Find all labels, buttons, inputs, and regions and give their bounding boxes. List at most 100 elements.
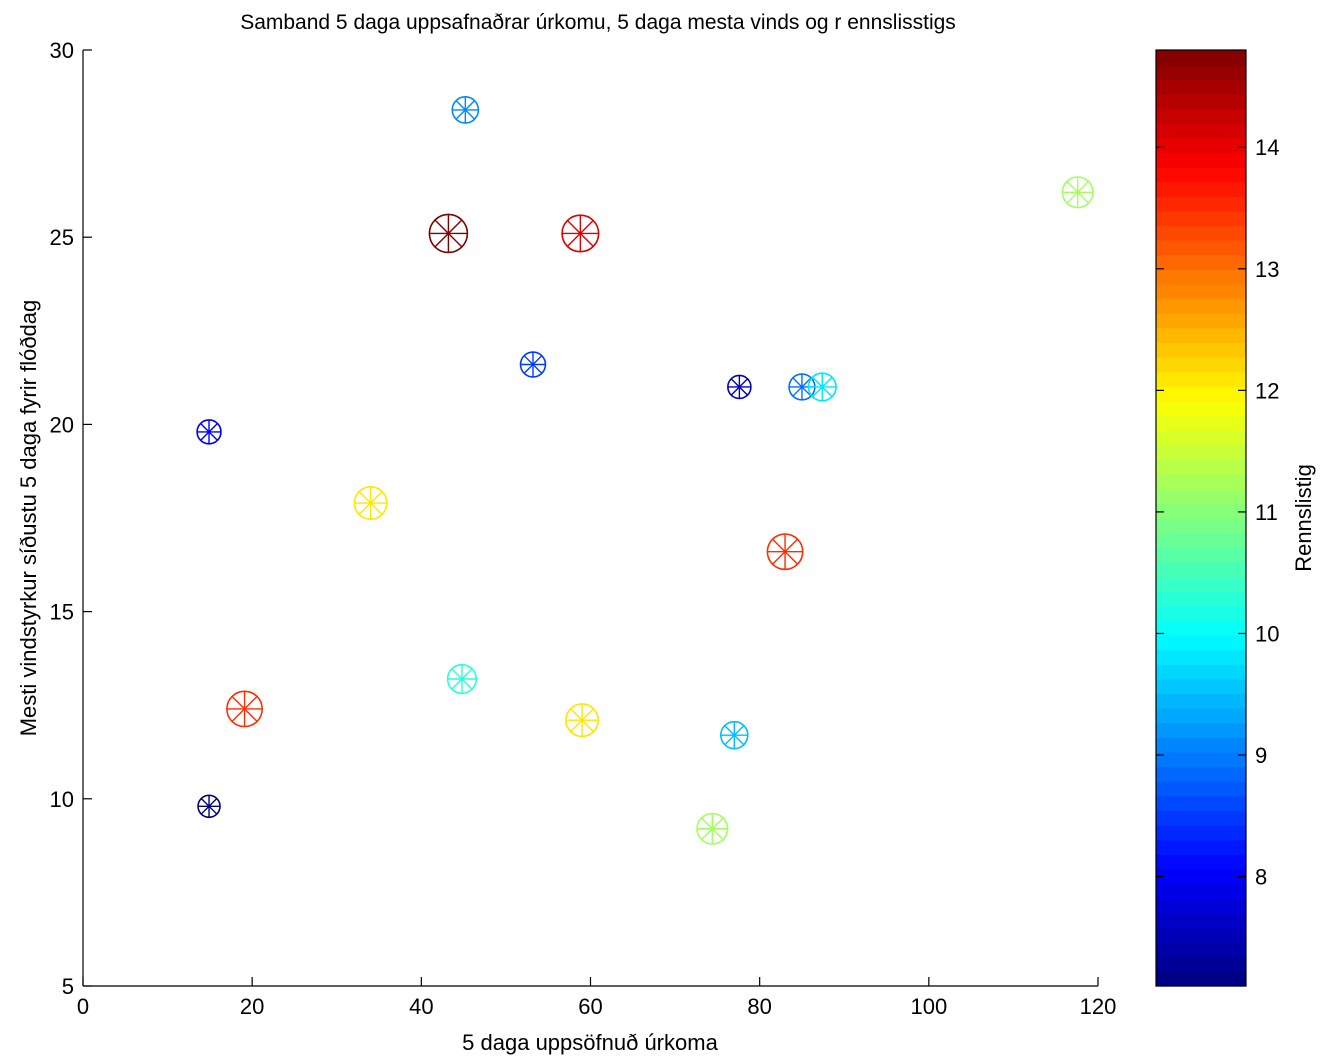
colorbar-band — [1156, 79, 1246, 95]
colorbar-band — [1156, 854, 1246, 870]
data-point-asterisk — [358, 491, 383, 515]
colorbar-band — [1156, 210, 1246, 227]
colorbar-band — [1156, 269, 1246, 285]
data-point — [519, 351, 547, 378]
colorbar-band — [1156, 956, 1246, 972]
colorbar-band — [1156, 298, 1246, 314]
colorbar-band — [1156, 313, 1246, 329]
colorbar-band — [1156, 942, 1246, 958]
y-tick-label: 30 — [50, 38, 74, 63]
data-point-asterisk — [523, 355, 543, 374]
colorbar-tick-label: 10 — [1255, 621, 1279, 646]
data-point — [561, 214, 600, 253]
data-point — [446, 663, 478, 695]
colorbar-band — [1156, 576, 1246, 592]
colorbar-tick-label: 8 — [1255, 865, 1267, 890]
x-tick-label: 60 — [578, 994, 602, 1019]
colorbar-band — [1156, 167, 1246, 183]
data-point-asterisk — [792, 377, 812, 397]
data-point-asterisk — [200, 422, 218, 441]
colorbar-band — [1156, 137, 1246, 153]
y-tick-label: 15 — [50, 600, 74, 625]
data-point — [226, 690, 264, 728]
colorbar-band — [1156, 810, 1246, 826]
data-point — [696, 812, 729, 845]
data-point-asterisk — [772, 538, 799, 565]
data-point-asterisk — [566, 220, 594, 247]
data-point-asterisk — [724, 725, 745, 746]
data-point-asterisk — [570, 708, 594, 733]
colorbar-band — [1156, 591, 1246, 607]
colorbar-band — [1156, 722, 1246, 738]
data-point-asterisk — [451, 668, 473, 690]
data-point-asterisk — [730, 378, 749, 396]
data-point — [197, 794, 221, 819]
data-point-asterisk — [701, 817, 724, 841]
colorbar-band — [1156, 284, 1246, 300]
colorbar-band — [1156, 927, 1246, 943]
colorbar-band — [1156, 708, 1246, 724]
colorbar-band — [1156, 898, 1246, 914]
colorbar-band — [1156, 825, 1246, 841]
colorbar-band — [1156, 181, 1246, 197]
colorbar-band — [1156, 357, 1246, 373]
data-point — [196, 419, 222, 445]
colorbar-band — [1156, 64, 1246, 80]
colorbar-band — [1156, 93, 1246, 110]
colorbar-band — [1156, 225, 1246, 241]
colorbar-tick-label: 11 — [1255, 500, 1278, 525]
data-point-asterisk — [231, 695, 258, 722]
colorbar-frame — [1155, 49, 1247, 987]
y-tick-label: 5 — [62, 974, 74, 999]
data-point-asterisk — [434, 219, 463, 248]
colorbar-tick-label: 14 — [1255, 135, 1279, 160]
data-point — [766, 533, 804, 571]
data-point-asterisk — [200, 798, 218, 815]
x-tick-label: 40 — [409, 994, 433, 1019]
colorbar-band — [1156, 547, 1246, 563]
colorbar-band — [1156, 254, 1246, 270]
colorbar-band — [1156, 444, 1246, 461]
colorbar-band — [1156, 386, 1246, 402]
colorbar-band — [1156, 737, 1246, 753]
colorbar-band — [1156, 781, 1246, 797]
x-tick-label: 0 — [77, 994, 89, 1019]
data-point — [451, 96, 480, 124]
plot-area: 0 20 40 60 80 100 120 5 10 15 20 25 30 — [50, 38, 1117, 1019]
colorbar-title: Rennslistig — [1291, 464, 1316, 572]
colorbar-band — [1156, 415, 1246, 431]
colorbar-band — [1156, 459, 1246, 475]
colorbar-band — [1156, 50, 1246, 66]
data-point — [1061, 176, 1094, 209]
colorbar-tick-label: 9 — [1255, 743, 1267, 768]
colorbar-band — [1156, 474, 1246, 490]
colorbar-band — [1156, 605, 1246, 621]
colorbar-band — [1156, 664, 1246, 680]
colorbar-band — [1156, 532, 1246, 548]
colorbar-band — [1156, 649, 1246, 665]
colorbar-band — [1156, 342, 1246, 358]
colorbar-band — [1156, 766, 1246, 782]
data-point — [353, 486, 388, 521]
y-tick-label: 20 — [50, 412, 74, 437]
colorbar-band — [1156, 123, 1246, 139]
data-point — [727, 374, 752, 400]
data-point — [428, 213, 469, 254]
colorbar-band — [1156, 196, 1246, 212]
colorbar-band — [1156, 795, 1246, 812]
axes: 0 20 40 60 80 100 120 5 10 15 20 25 30 — [50, 38, 1117, 1019]
x-tick-label: 80 — [747, 994, 771, 1019]
x-axis-title: 5 daga uppsöfnuð úrkoma — [462, 1030, 718, 1055]
colorbar-band — [1156, 430, 1246, 446]
x-tick-label: 120 — [1080, 994, 1117, 1019]
chart-title: Samband 5 daga uppsafnaðrar úrkomu, 5 da… — [240, 11, 956, 34]
y-tick-label: 10 — [50, 787, 74, 812]
colorbar-band — [1156, 620, 1246, 636]
data-point — [807, 372, 837, 402]
data-point-asterisk — [812, 376, 833, 398]
colorbar-tick-label: 13 — [1255, 257, 1279, 282]
colorbar-band — [1156, 561, 1246, 578]
colorbar-band — [1156, 752, 1246, 768]
